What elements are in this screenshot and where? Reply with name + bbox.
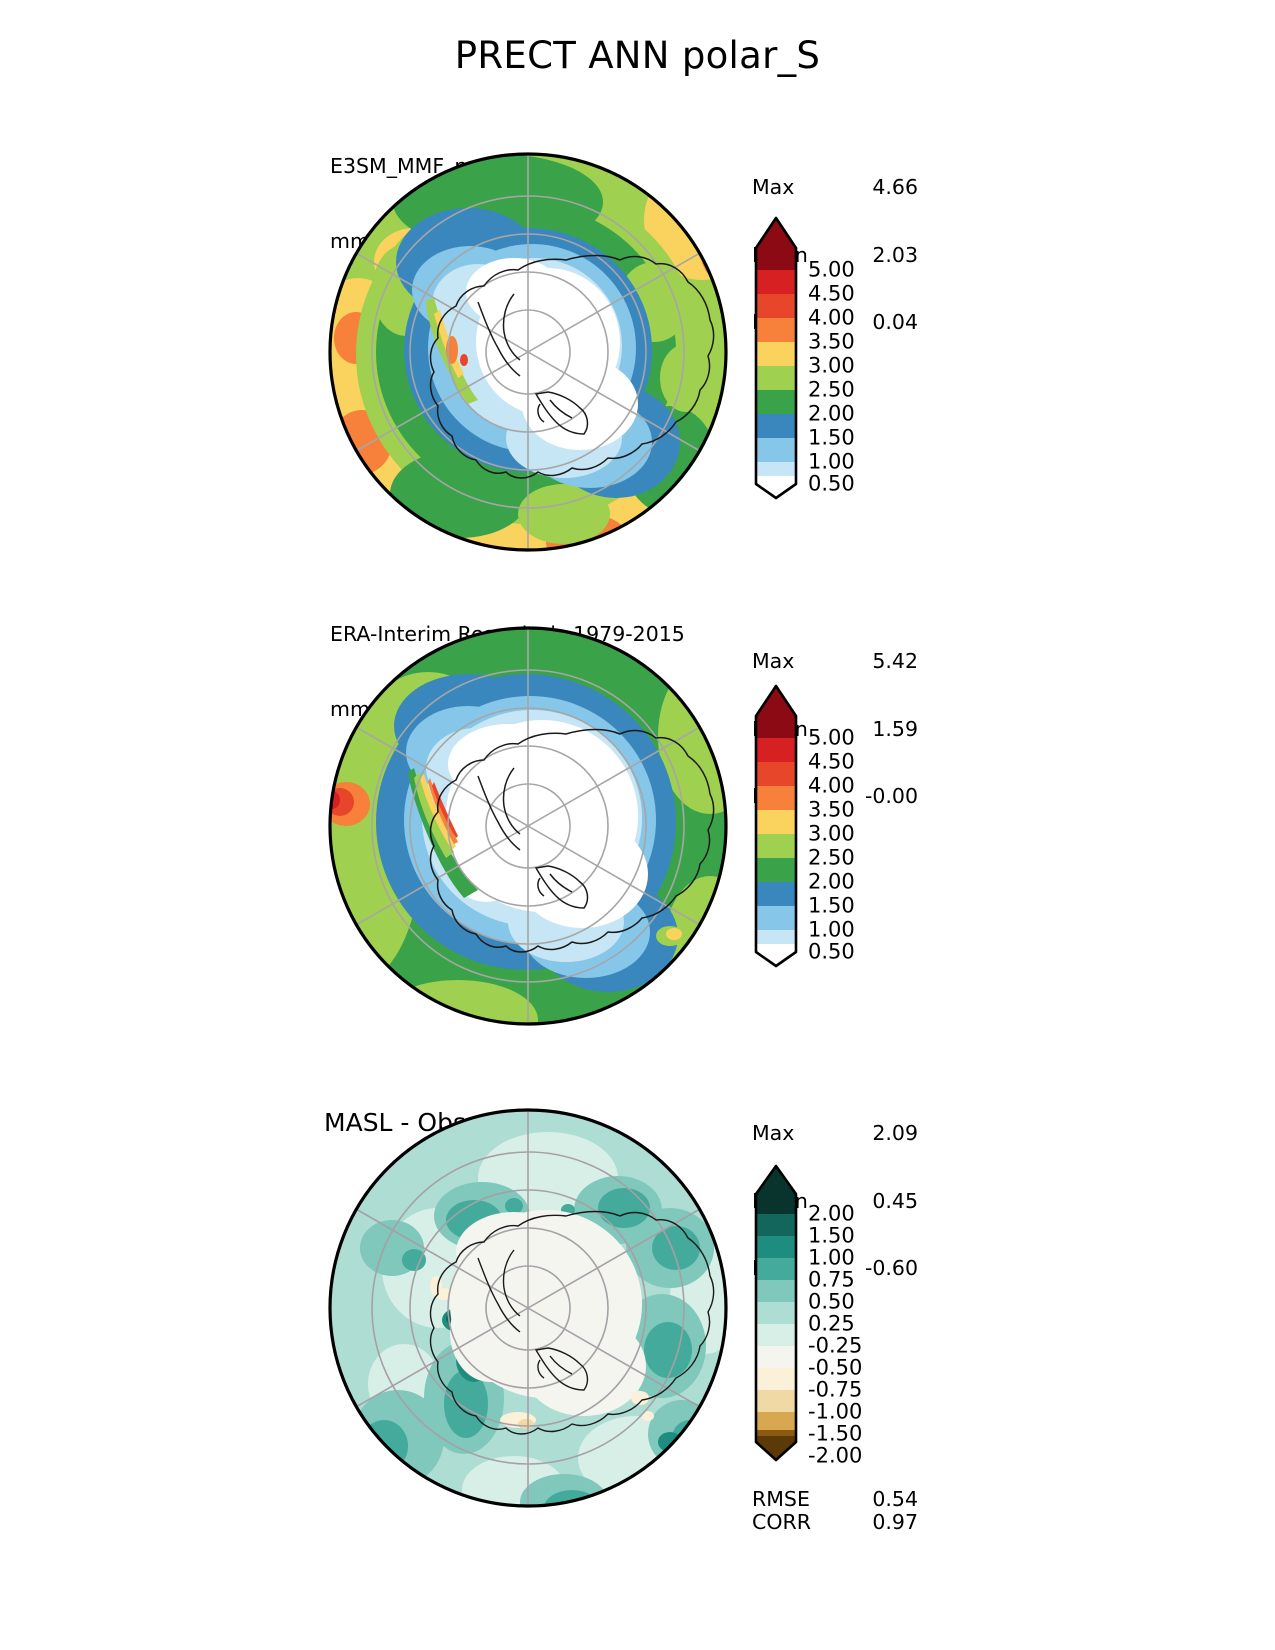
- coastline-obs: [429, 728, 715, 953]
- stat-key: Max: [752, 1121, 795, 1145]
- stat-value: 1.59: [872, 716, 918, 741]
- panel-obs: ERA-Interim Reanalysis 1979-2015 mm/day …: [0, 568, 1275, 1038]
- colorbar-difference-swatches: [754, 1164, 798, 1462]
- polar-map-model: [318, 142, 738, 562]
- stat-value: 0.04: [872, 310, 918, 334]
- colorbar-bands: [754, 1164, 798, 1462]
- colorbar-bands: [754, 684, 798, 968]
- cbar-tick: 0.50: [808, 939, 855, 964]
- panel-model: E3SM_MMF_ne30 mm/day Max 4.66 Mean 2.03 …: [0, 100, 1275, 560]
- colorbar-model: 5.00 4.50 4.00 3.50 3.00 2.50 2.00 1.50 …: [750, 212, 855, 502]
- colorbar-model-ticks: 5.00 4.50 4.00 3.50 3.00 2.50 2.00 1.50 …: [808, 212, 898, 502]
- stat-row: Max 2.09: [752, 1122, 918, 1145]
- skill-scores: RMSE 0.54 CORR 0.97: [752, 1488, 918, 1534]
- cbar-tick: -0.75: [808, 1377, 863, 1402]
- stat-key: Max: [752, 649, 795, 673]
- stat-row: Max 5.42: [752, 650, 918, 673]
- colorbar-difference-ticks: 2.00 1.50 1.00 0.75 0.50 0.25 -0.25 -0.5…: [808, 1160, 908, 1470]
- polar-map-model-svg: [328, 152, 728, 552]
- colorbar-difference: 2.00 1.50 1.00 0.75 0.50 0.25 -0.25 -0.5…: [750, 1160, 862, 1470]
- cbar-tick: 4.50: [808, 281, 855, 306]
- stat-value: 2.09: [872, 1121, 918, 1145]
- graticule-obs: [355, 628, 701, 1024]
- map-outline-difference: [328, 1108, 728, 1508]
- cbar-tick: 2.50: [808, 377, 855, 402]
- cbar-tick: 1.50: [808, 425, 855, 450]
- cbar-tick: 5.00: [808, 725, 855, 750]
- coastline-difference: [429, 1210, 715, 1435]
- cbar-tick: 0.50: [808, 1289, 855, 1314]
- stat-key: Max: [752, 175, 795, 199]
- skill-value: 0.54: [872, 1487, 918, 1511]
- cbar-tick: 3.50: [808, 797, 855, 822]
- cbar-tick: -1.50: [808, 1421, 863, 1446]
- map-outline-obs: [328, 626, 728, 1026]
- cbar-tick: 0.75: [808, 1267, 855, 1292]
- cbar-tick: 1.50: [808, 1223, 855, 1248]
- cbar-tick: 2.00: [808, 401, 855, 426]
- cbar-tick: 2.50: [808, 845, 855, 870]
- cbar-tick: 1.50: [808, 893, 855, 918]
- coastline-model: [429, 254, 715, 479]
- polar-map-difference: [318, 1098, 738, 1518]
- panel-difference-heading: MASL - Obs: [0, 1060, 790, 1185]
- cbar-tick: 1.00: [808, 449, 855, 474]
- panel-difference: MASL - Obs Max 2.09 Mean 0.45 Min -0.60: [0, 1050, 1275, 1570]
- cbar-tick: 3.00: [808, 821, 855, 846]
- graticule-model: [355, 154, 701, 550]
- cbar-tick: 2.00: [808, 1201, 855, 1226]
- skill-key: CORR: [752, 1510, 811, 1534]
- cbar-tick: 0.25: [808, 1311, 855, 1336]
- polar-map-obs-svg: [328, 626, 728, 1026]
- stat-value: 4.66: [872, 175, 918, 199]
- stat-value: 0.45: [872, 1188, 918, 1213]
- cbar-tick: 5.00: [808, 257, 855, 282]
- cbar-tick: -1.00: [808, 1399, 863, 1424]
- skill-key: RMSE: [752, 1487, 810, 1511]
- cbar-tick: 3.50: [808, 329, 855, 354]
- stat-value: 2.03: [872, 242, 918, 267]
- skill-value: 0.97: [872, 1510, 918, 1534]
- cbar-tick: 4.00: [808, 305, 855, 330]
- cbar-tick: -0.25: [808, 1333, 863, 1358]
- cbar-tick: 4.50: [808, 749, 855, 774]
- polar-map-obs: [318, 616, 738, 1036]
- colorbar-obs: 5.00 4.50 4.00 3.50 3.00 2.50 2.00 1.50 …: [750, 680, 855, 970]
- stat-value: 5.42: [872, 649, 918, 673]
- cbar-tick: 4.00: [808, 773, 855, 798]
- colorbar-obs-swatches: [754, 684, 798, 968]
- colorbar-obs-ticks: 5.00 4.50 4.00 3.50 3.00 2.50 2.00 1.50 …: [808, 680, 898, 970]
- stat-value: -0.60: [864, 1256, 918, 1280]
- colorbar-bands: [754, 216, 798, 500]
- map-outline-model: [328, 152, 728, 552]
- skill-row: RMSE 0.54: [752, 1488, 918, 1511]
- cbar-tick: 1.00: [808, 917, 855, 942]
- panel-difference-title: MASL - Obs: [324, 1108, 466, 1137]
- colorbar-model-swatches: [754, 216, 798, 500]
- skill-row: CORR 0.97: [752, 1511, 918, 1534]
- stat-row: Max 4.66: [752, 176, 918, 199]
- cbar-tick: 0.50: [808, 471, 855, 496]
- cbar-tick: 1.00: [808, 1245, 855, 1270]
- stat-value: -0.00: [864, 784, 918, 808]
- graticule-difference: [355, 1110, 701, 1506]
- cbar-tick: -2.00: [808, 1443, 863, 1468]
- cbar-tick: -0.50: [808, 1355, 863, 1380]
- figure-title: PRECT ANN polar_S: [454, 34, 821, 77]
- cbar-tick: 3.00: [808, 353, 855, 378]
- polar-map-difference-svg: [328, 1108, 728, 1508]
- cbar-tick: 2.00: [808, 869, 855, 894]
